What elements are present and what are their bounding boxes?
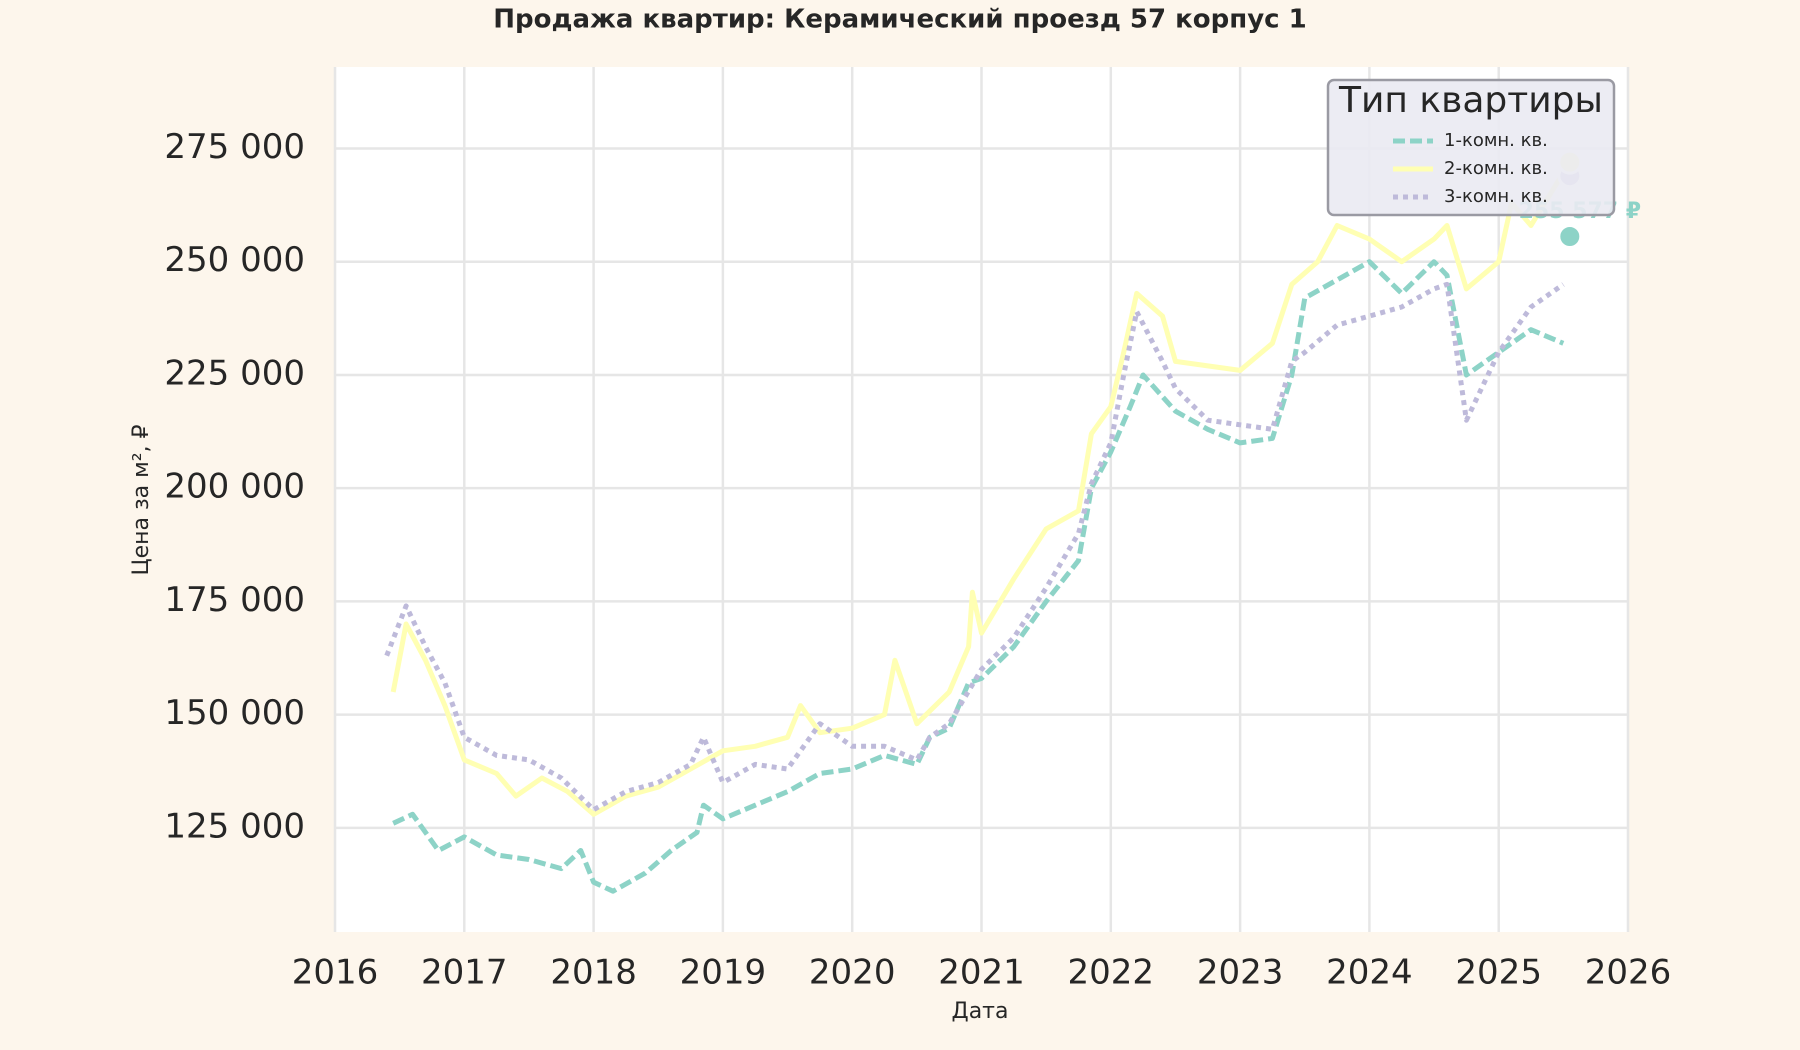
y-tick-label: 225 000: [164, 353, 305, 393]
legend-title: Тип квартиры: [1338, 80, 1603, 121]
y-tick-label: 125 000: [164, 806, 305, 846]
legend-label: 3-комн. кв.: [1444, 186, 1548, 207]
x-tick-label: 2021: [938, 953, 1025, 993]
series-line: [392, 259, 1565, 894]
end-marker: [1557, 223, 1583, 249]
x-tick-label: 2017: [421, 953, 508, 993]
x-tick-label: 2018: [550, 953, 637, 993]
x-tick-label: 2020: [809, 953, 896, 993]
x-tick-label: 2022: [1068, 953, 1155, 993]
x-tick-label: 2016: [292, 953, 379, 993]
y-tick-label: 200 000: [164, 467, 305, 507]
legend-label: 1-комн. кв.: [1444, 130, 1548, 151]
x-tick-label: 2026: [1585, 953, 1672, 993]
y-axis-label: Цена за м², ₽: [129, 424, 154, 575]
y-tick-label: 150 000: [164, 693, 305, 733]
legend-box: [1326, 78, 1616, 217]
series-line: [390, 160, 1572, 817]
y-tick-label: 175 000: [164, 580, 305, 620]
x-axis-label: Дата: [952, 999, 1009, 1024]
y-tick-label: 275 000: [164, 127, 305, 167]
x-tick-label: 2019: [680, 953, 767, 993]
chart-title: Продажа квартир: Керамический проезд 57 …: [493, 5, 1306, 35]
y-tick-label: 250 000: [164, 240, 305, 280]
series-line: [384, 281, 1565, 813]
x-tick-label: 2023: [1197, 953, 1284, 993]
x-tick-label: 2024: [1326, 953, 1413, 993]
legend-label: 2-комн. кв.: [1444, 158, 1548, 179]
x-tick-label: 2025: [1455, 953, 1542, 993]
